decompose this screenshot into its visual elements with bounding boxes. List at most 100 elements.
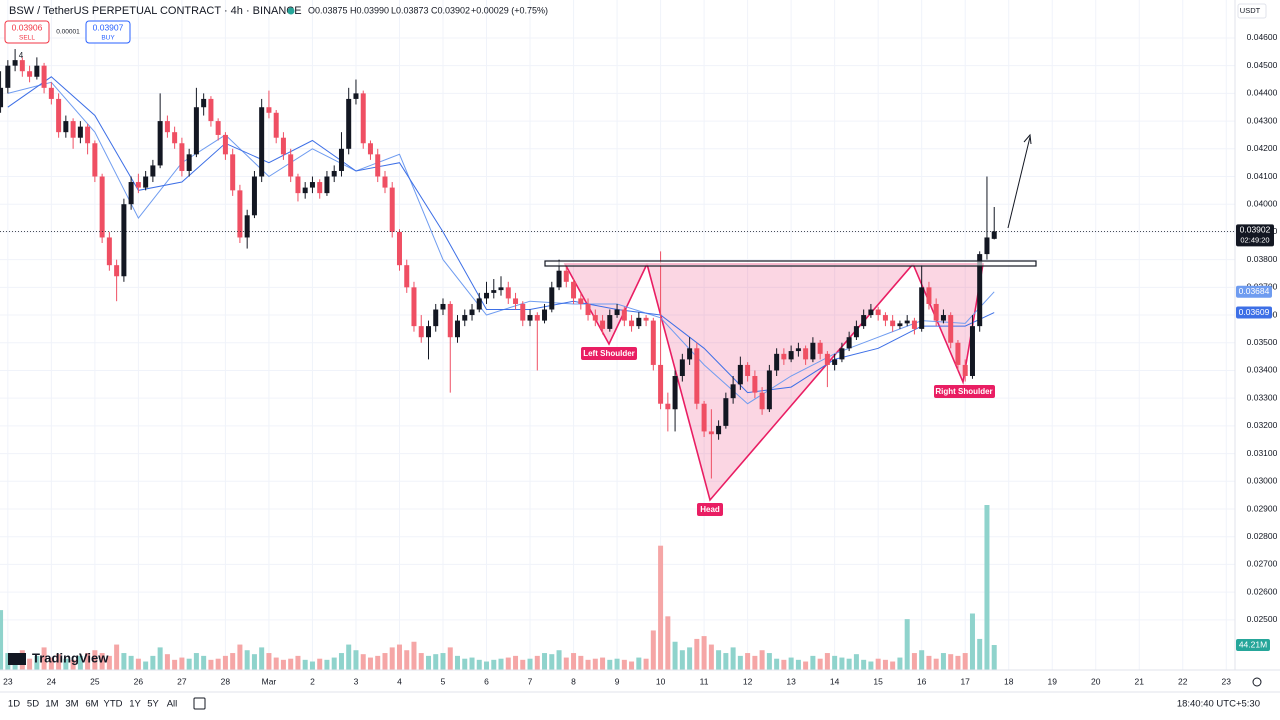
candle-body xyxy=(338,148,344,171)
indicator-price-label: 0.03609 xyxy=(1239,307,1270,317)
range-button[interactable]: 5D xyxy=(27,699,39,710)
volume-bar xyxy=(121,653,127,670)
buy-label[interactable]: BUY xyxy=(101,35,115,42)
y-tick-label: 0.04600 xyxy=(1247,32,1278,42)
sell-label[interactable]: SELL xyxy=(19,35,35,42)
volume-bar xyxy=(701,636,707,670)
volume-bar xyxy=(230,653,236,670)
volume-bar xyxy=(824,653,830,670)
range-button[interactable]: YTD xyxy=(104,699,123,710)
volume-bar xyxy=(737,655,743,670)
x-tick-label: 11 xyxy=(700,676,709,686)
candle-body xyxy=(396,231,402,266)
volume-bar xyxy=(27,658,33,670)
candle-body xyxy=(513,298,519,304)
logo-text: TradingView xyxy=(32,650,109,665)
range-button[interactable]: 5Y xyxy=(147,699,159,710)
volume-bar xyxy=(360,654,366,670)
candle-body xyxy=(636,317,642,327)
volume-bar xyxy=(658,545,664,670)
volume-bar xyxy=(643,658,649,670)
clock: 18:40:40 UTC+5:30 xyxy=(1177,699,1260,710)
volume-bar xyxy=(549,654,555,670)
candle-body xyxy=(890,320,896,327)
settings-icon[interactable] xyxy=(1252,677,1262,687)
volume-bar xyxy=(440,653,446,670)
candle-body xyxy=(919,287,925,329)
header: BSW / TetherUS PERPETUAL CONTRACT · 4h ·… xyxy=(4,3,1267,60)
range-button[interactable]: 6M xyxy=(85,699,98,710)
volume-bar xyxy=(817,658,823,670)
candle-body xyxy=(193,107,199,155)
volume-bar xyxy=(201,655,207,670)
countdown: 02:49:20 xyxy=(1240,235,1269,244)
x-tick-label: 25 xyxy=(90,676,100,686)
y-tick-label: 0.02700 xyxy=(1247,559,1278,569)
candle-body xyxy=(795,348,801,352)
candle-body xyxy=(114,265,120,277)
sell-button[interactable] xyxy=(4,20,50,44)
candle-body xyxy=(933,303,939,321)
volume-bar xyxy=(991,645,997,670)
volume-bar xyxy=(331,657,337,670)
y-tick-label: 0.02600 xyxy=(1247,586,1278,596)
volume-bar xyxy=(919,650,925,670)
volume-bar xyxy=(346,644,352,670)
candle-body xyxy=(832,359,838,365)
candle-body xyxy=(810,342,816,360)
volume-bar xyxy=(672,641,678,670)
volume-bar xyxy=(70,659,76,670)
volume-bar xyxy=(708,644,714,670)
y-tick-label: 0.04100 xyxy=(1247,171,1278,181)
volume-bar xyxy=(469,657,475,670)
candle-body xyxy=(607,315,613,329)
buy-button[interactable] xyxy=(85,20,131,44)
volume-bar xyxy=(135,658,141,670)
volume-bar xyxy=(164,654,170,670)
toolbar xyxy=(0,692,1280,720)
candle-body xyxy=(34,65,40,77)
candle-body xyxy=(309,182,315,188)
volume-bar xyxy=(396,644,402,670)
candle-body xyxy=(77,126,83,138)
candle-body xyxy=(106,237,112,266)
volume-bar xyxy=(259,647,265,670)
candle-body xyxy=(404,265,410,288)
volume-bar xyxy=(679,650,685,670)
time-axis xyxy=(0,670,1280,692)
sell-price[interactable]: 0.03906 xyxy=(12,22,43,32)
volume-bar xyxy=(781,659,787,670)
volume-bar xyxy=(766,653,772,670)
volume-bar xyxy=(592,658,598,670)
volume-bar xyxy=(367,657,373,670)
x-tick-label: 16 xyxy=(917,676,927,686)
candle-body xyxy=(679,359,685,377)
buy-price[interactable]: 0.03907 xyxy=(93,22,124,32)
candle-body xyxy=(882,315,888,321)
range-button[interactable]: 1Y xyxy=(129,699,141,710)
candle-body xyxy=(288,154,294,177)
axis-labels: 0.02500 0.02600 0.02700 0.02800 0.02900 0.030… xyxy=(3,32,1278,686)
range-button[interactable]: 1D xyxy=(8,699,20,710)
range-button[interactable]: All xyxy=(167,699,178,710)
indicator-count[interactable]: 4 xyxy=(19,51,24,60)
volume-bar xyxy=(476,659,482,670)
candle-body xyxy=(360,93,366,144)
volume-bar xyxy=(665,616,671,670)
ohlc-low: L0.03873 xyxy=(391,5,429,15)
candle-body xyxy=(353,93,359,99)
currency[interactable]: USDT xyxy=(1240,6,1261,15)
candle-body xyxy=(259,107,265,177)
x-tick-label: 19 xyxy=(1047,676,1057,686)
range-button[interactable]: 1M xyxy=(45,699,58,710)
candle-body xyxy=(505,287,511,299)
calendar-icon[interactable] xyxy=(193,697,206,710)
volume-bar xyxy=(875,658,881,670)
x-tick-label: 26 xyxy=(134,676,144,686)
range-button[interactable]: 3M xyxy=(65,699,78,710)
ohlc-open: O0.03875 xyxy=(308,5,348,15)
candle-body xyxy=(186,154,192,171)
currency-button[interactable] xyxy=(1237,3,1267,19)
candle-body xyxy=(222,134,228,155)
candle-body xyxy=(745,364,751,377)
